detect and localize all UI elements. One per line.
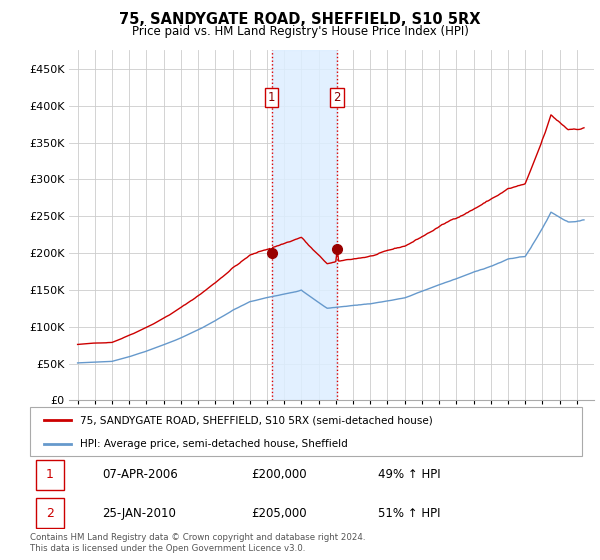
Text: £205,000: £205,000 — [251, 507, 307, 520]
Text: HPI: Average price, semi-detached house, Sheffield: HPI: Average price, semi-detached house,… — [80, 439, 347, 449]
Text: £200,000: £200,000 — [251, 468, 307, 481]
Text: 2: 2 — [46, 507, 54, 520]
Text: 25-JAN-2010: 25-JAN-2010 — [102, 507, 176, 520]
Text: 75, SANDYGATE ROAD, SHEFFIELD, S10 5RX (semi-detached house): 75, SANDYGATE ROAD, SHEFFIELD, S10 5RX (… — [80, 416, 433, 426]
Text: 2: 2 — [333, 91, 341, 104]
FancyBboxPatch shape — [30, 407, 582, 456]
Text: 75, SANDYGATE ROAD, SHEFFIELD, S10 5RX: 75, SANDYGATE ROAD, SHEFFIELD, S10 5RX — [119, 12, 481, 27]
Text: 49% ↑ HPI: 49% ↑ HPI — [378, 468, 440, 481]
Bar — [272, 50, 337, 400]
Text: Price paid vs. HM Land Registry's House Price Index (HPI): Price paid vs. HM Land Registry's House … — [131, 25, 469, 38]
Text: 51% ↑ HPI: 51% ↑ HPI — [378, 507, 440, 520]
Text: Contains HM Land Registry data © Crown copyright and database right 2024.
This d: Contains HM Land Registry data © Crown c… — [30, 533, 365, 553]
FancyBboxPatch shape — [35, 460, 64, 490]
Text: 1: 1 — [46, 468, 54, 481]
FancyBboxPatch shape — [35, 498, 64, 529]
Text: 1: 1 — [268, 91, 275, 104]
Text: 07-APR-2006: 07-APR-2006 — [102, 468, 178, 481]
